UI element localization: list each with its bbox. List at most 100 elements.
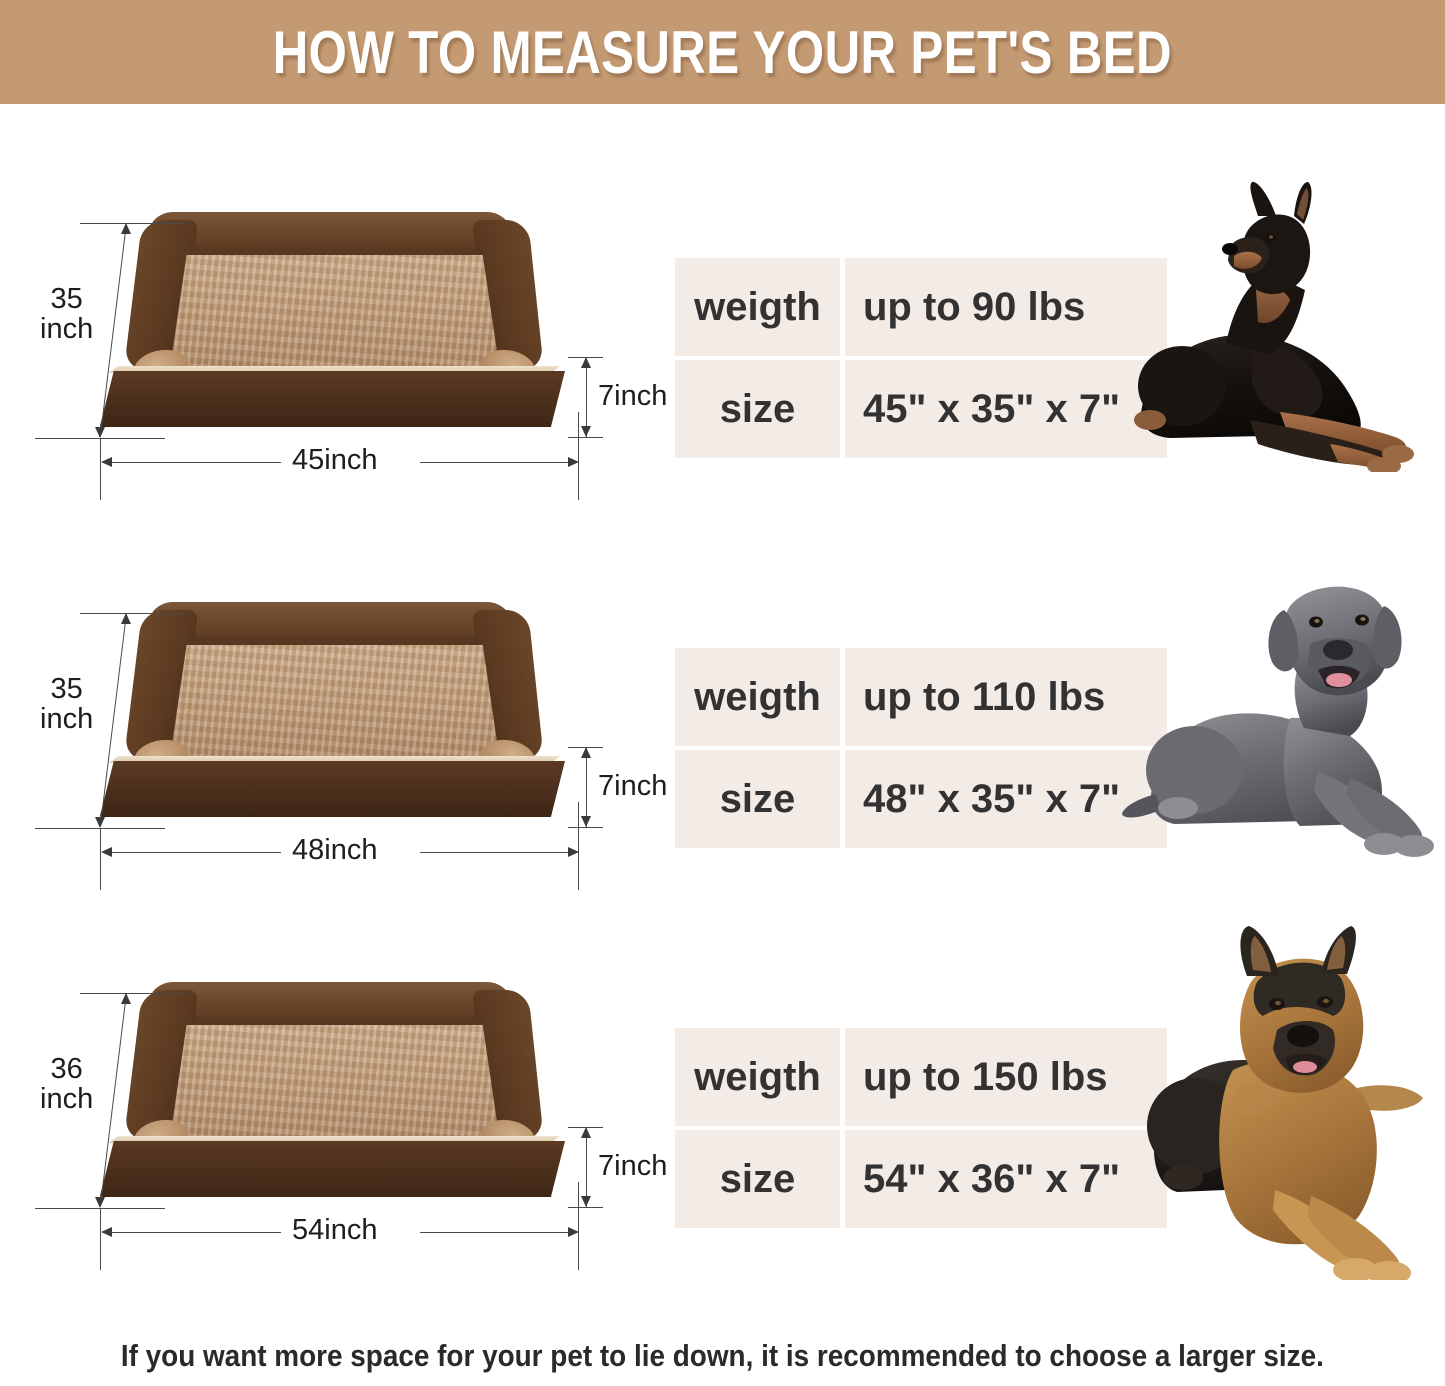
depth-arrow-bottom-icon: [95, 1197, 105, 1208]
depth-label-45: 35 inch: [40, 283, 94, 345]
depth-arrow-bottom-icon: [95, 817, 105, 828]
width-dimension-line-right: [420, 1232, 573, 1233]
spec-key-size: size: [675, 360, 840, 458]
depth-unit: inch: [40, 702, 94, 735]
thickness-extension-bottom: [568, 437, 603, 438]
page-title: HOW TO MEASURE YOUR PET'S BED: [272, 18, 1173, 86]
width-arrow-left-icon: [101, 1227, 112, 1237]
depth-arrow-bottom-icon: [95, 427, 105, 438]
size-row-48: 35 inch 48inch 7inch weigth up to 110 lb…: [0, 540, 1445, 930]
width-arrow-left-icon: [101, 847, 112, 857]
bed-diagram-54: 36 inch 54inch 7inch: [0, 920, 700, 1310]
spec-key-weight-label: weigth: [694, 284, 821, 329]
depth-arrow-top-icon: [121, 613, 131, 624]
bed-piping-trim: [108, 1136, 561, 1143]
spec-key-weight: weigth: [675, 258, 840, 356]
width-extension-right: [578, 412, 579, 500]
spec-value-weight: up to 90 lbs: [845, 258, 1167, 356]
thickness-arrow-bottom-icon: [581, 816, 591, 827]
spec-value-size: 45" x 35" x 7": [845, 360, 1167, 458]
thickness-arrow-bottom-icon: [581, 1196, 591, 1207]
depth-unit: inch: [40, 312, 94, 345]
spec-value-size: 54" x 36" x 7": [845, 1130, 1167, 1228]
depth-extension-top: [80, 223, 185, 224]
width-arrow-right-icon: [568, 457, 579, 467]
spec-table-54: weigth up to 150 lbs size 54" x 36" x 7": [675, 1028, 1167, 1228]
depth-value: 35: [50, 673, 83, 705]
bed-piping-trim: [108, 756, 561, 763]
bed-base: [99, 1141, 565, 1197]
spec-key-size-label: size: [719, 1156, 796, 1201]
bed-diagram-45: 35 inch 45inch 7inch: [0, 150, 700, 540]
spec-table-45: weigth up to 90 lbs size 45" x 35" x 7": [675, 258, 1167, 458]
thickness-extension-bottom: [568, 1207, 603, 1208]
spec-value-weight: up to 110 lbs: [845, 648, 1167, 746]
spec-key-size: size: [675, 750, 840, 848]
spec-key-weight: weigth: [675, 1028, 840, 1126]
dog-photo-german-shepherd: [1147, 926, 1423, 1280]
pet-bed-illustration: [95, 602, 565, 817]
size-row-54: 36 inch 54inch 7inch weigth up to 150 lb…: [0, 920, 1445, 1310]
pet-bed-illustration: [95, 982, 565, 1197]
spec-value-weight-label: up to 150 lbs: [863, 1054, 1108, 1099]
thickness-arrow-top-icon: [581, 747, 591, 758]
thickness-dimension-line: [586, 357, 587, 437]
bed-base: [99, 761, 565, 817]
page-header: HOW TO MEASURE YOUR PET'S BED: [0, 0, 1445, 104]
width-dimension-line-right: [420, 852, 573, 853]
thickness-arrow-top-icon: [581, 357, 591, 368]
size-row-45: 35 inch 45inch 7inch weigth up to 90 lbs…: [0, 150, 1445, 540]
depth-extension-top: [80, 613, 185, 614]
spec-value-weight-label: up to 110 lbs: [863, 674, 1106, 719]
bed-piping-trim: [108, 366, 561, 373]
depth-value: 36: [50, 1053, 83, 1085]
bed-cushion: [170, 255, 500, 367]
spec-value-weight-label: up to 90 lbs: [863, 284, 1086, 329]
bed-cushion: [170, 645, 500, 757]
thickness-arrow-top-icon: [581, 1127, 591, 1138]
dog-photo-great-dane: [1122, 586, 1434, 857]
spec-key-size: size: [675, 1130, 840, 1228]
width-dimension-line-right: [420, 462, 573, 463]
spec-value-size: 48" x 35" x 7": [845, 750, 1167, 848]
width-extension-right: [578, 1182, 579, 1270]
dog-photo-doberman: [1134, 181, 1414, 472]
depth-label-54: 36 inch: [40, 1053, 94, 1115]
spec-value-size-label: 54" x 36" x 7": [863, 1156, 1121, 1201]
depth-label-48: 35 inch: [40, 673, 94, 735]
width-dimension-line-left: [106, 1232, 281, 1233]
spec-value-size-label: 48" x 35" x 7": [863, 776, 1121, 821]
spec-value-weight: up to 150 lbs: [845, 1028, 1167, 1126]
width-arrow-left-icon: [101, 457, 112, 467]
thickness-dimension-line: [586, 1127, 587, 1207]
spec-key-weight: weigth: [675, 648, 840, 746]
footer-note-text: If you want more space for your pet to l…: [120, 1337, 1325, 1373]
depth-value: 35: [50, 283, 83, 315]
width-label-54: 54inch: [292, 1214, 378, 1246]
width-arrow-right-icon: [568, 847, 579, 857]
width-dimension-line-left: [106, 852, 281, 853]
pet-bed-illustration: [95, 212, 565, 427]
width-label-45: 45inch: [292, 444, 378, 476]
bed-diagram-48: 35 inch 48inch 7inch: [0, 540, 700, 930]
spec-key-size-label: size: [719, 386, 796, 431]
thickness-label-54: 7inch: [598, 1150, 668, 1182]
footer-note: If you want more space for your pet to l…: [0, 1325, 1445, 1386]
width-label-48: 48inch: [292, 834, 378, 866]
thickness-arrow-bottom-icon: [581, 426, 591, 437]
bed-base: [99, 371, 565, 427]
depth-extension-top: [80, 993, 185, 994]
depth-arrow-top-icon: [121, 993, 131, 1004]
spec-table-48: weigth up to 110 lbs size 48" x 35" x 7": [675, 648, 1167, 848]
depth-unit: inch: [40, 1082, 94, 1115]
width-dimension-line-left: [106, 462, 281, 463]
spec-key-weight-label: weigth: [694, 674, 821, 719]
bed-cushion: [170, 1025, 500, 1137]
thickness-label-48: 7inch: [598, 770, 668, 802]
spec-key-size-label: size: [719, 776, 796, 821]
width-extension-left: [100, 438, 101, 500]
width-extension-right: [578, 802, 579, 890]
spec-key-weight-label: weigth: [694, 1054, 821, 1099]
depth-arrow-top-icon: [121, 223, 131, 234]
width-extension-left: [100, 1208, 101, 1270]
